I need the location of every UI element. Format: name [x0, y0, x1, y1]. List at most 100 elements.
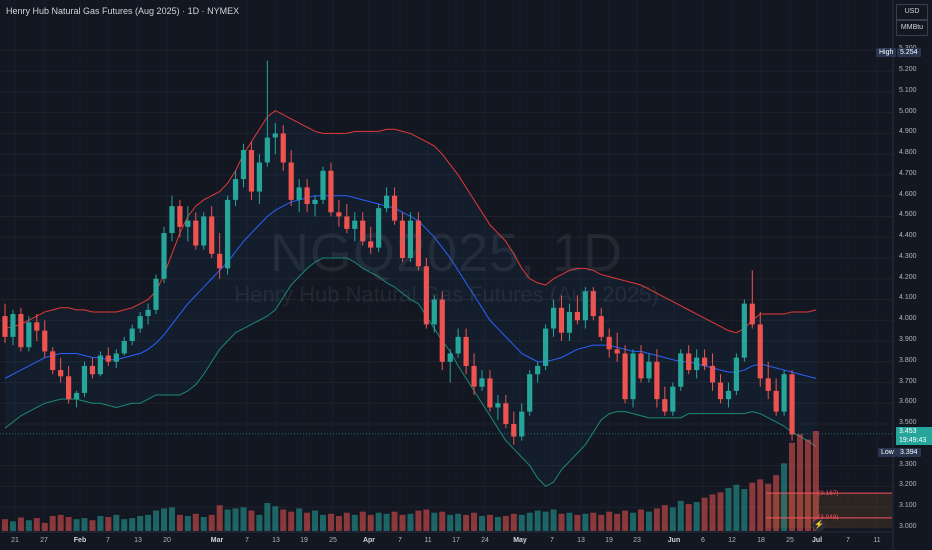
time-tick-label: 11 — [873, 537, 881, 544]
price-tick-label: 3.100 — [899, 502, 917, 510]
volume-bar — [486, 514, 493, 531]
volume-bar — [653, 508, 660, 531]
candle-body — [240, 150, 247, 180]
candle-body — [376, 208, 382, 248]
candle-body — [352, 220, 358, 229]
volume-bar — [272, 506, 279, 531]
time-tick-label: 7 — [550, 537, 554, 544]
time-tick-label: 20 — [163, 537, 171, 544]
volume-bar — [304, 512, 311, 531]
price-tick-label: 5.100 — [899, 86, 917, 94]
volume-bar — [383, 513, 390, 531]
candle-body — [360, 220, 366, 242]
candle-body — [543, 328, 549, 366]
candle-body — [614, 349, 620, 354]
price-tick-label: 4.000 — [899, 315, 917, 323]
candle-body — [741, 303, 747, 358]
volume-bar — [33, 518, 40, 531]
candle-body — [495, 403, 501, 408]
candle-body — [81, 365, 88, 393]
volume-bar — [797, 434, 803, 531]
volume-bar — [192, 513, 199, 531]
volume-bar — [320, 514, 326, 531]
time-tick-label: Feb — [73, 537, 87, 544]
volume-bar — [367, 514, 374, 531]
volume-bar — [812, 431, 819, 531]
volume-bar — [725, 487, 732, 531]
candle-body — [582, 291, 588, 321]
volume-bar — [709, 494, 716, 531]
candle-body — [598, 316, 604, 337]
time-tick-label: 24 — [481, 537, 489, 544]
price-tick-label: 4.900 — [899, 128, 917, 136]
candle-body — [137, 316, 143, 329]
volume-bar — [447, 514, 454, 531]
volume-bar — [25, 520, 32, 531]
price-tick-label: 3.700 — [899, 377, 917, 385]
chart-title: Henry Hub Natural Gas Futures (Aug 2025)… — [6, 6, 240, 16]
candle-body — [773, 390, 779, 412]
currency-unit-button[interactable]: USD — [896, 4, 928, 20]
volume-bar — [693, 501, 700, 531]
price-tick-label: 4.200 — [899, 273, 917, 281]
candle-body — [26, 322, 32, 348]
candle-body — [73, 392, 80, 400]
volume-bars — [2, 431, 819, 531]
candle-body — [232, 179, 239, 200]
volume-bar — [550, 509, 557, 531]
price-tick-label: 5.200 — [899, 66, 917, 74]
volume-bar — [765, 483, 772, 531]
candle-body — [717, 382, 724, 400]
volume-bar — [415, 510, 422, 531]
price-tick-label: 4.300 — [899, 252, 917, 260]
lightning-icon[interactable]: ⚡ — [813, 519, 825, 531]
candle-body — [272, 133, 278, 138]
price-tick-label: 4.100 — [899, 294, 917, 302]
volume-bar — [645, 511, 652, 531]
price-tick-label: 3.900 — [899, 336, 917, 343]
lower-band-line — [4, 257, 817, 487]
volume-bar — [669, 507, 676, 531]
time-tick-label: 25 — [786, 537, 794, 544]
time-tick-label: 23 — [633, 537, 641, 544]
measure-unit-button[interactable]: MMBtu — [896, 20, 928, 36]
candle-body — [248, 150, 255, 192]
price-tick-label: 4.600 — [899, 190, 917, 198]
volume-bar — [208, 514, 215, 531]
time-tick-label: 17 — [452, 537, 460, 544]
candle-body — [503, 403, 509, 425]
candle-body — [336, 212, 342, 217]
volume-bar — [153, 510, 160, 531]
candle-body — [471, 365, 477, 387]
volume-bar — [407, 513, 414, 531]
last-price-value: 3.453 — [896, 427, 932, 436]
volume-bar — [638, 509, 644, 531]
volume-bar — [423, 509, 430, 531]
volume-bar — [9, 521, 16, 531]
volume-bar — [184, 515, 191, 531]
price-tick-label: 3.500 — [899, 419, 917, 427]
volume-bar — [89, 520, 96, 531]
candle-body — [193, 220, 199, 246]
candle-body — [678, 353, 684, 387]
candle-body — [97, 355, 103, 375]
candle-body — [558, 307, 565, 333]
volume-bar — [113, 514, 120, 531]
candle-body — [264, 137, 270, 163]
volume-bar — [335, 515, 342, 531]
candle-body — [733, 357, 739, 391]
candle-body — [225, 199, 231, 269]
volume-bar — [200, 517, 207, 531]
candle-body — [177, 206, 183, 227]
volume-bar — [264, 503, 271, 531]
high-label: High — [876, 48, 897, 57]
candle-body — [622, 353, 628, 400]
candle-body — [574, 311, 580, 321]
bar-countdown: 19:49:43 — [896, 436, 932, 445]
volume-bar — [518, 514, 525, 531]
candle-body — [89, 365, 96, 375]
candle-body — [781, 374, 787, 412]
time-tick-label: 18 — [757, 537, 765, 544]
volume-bar — [439, 511, 446, 531]
